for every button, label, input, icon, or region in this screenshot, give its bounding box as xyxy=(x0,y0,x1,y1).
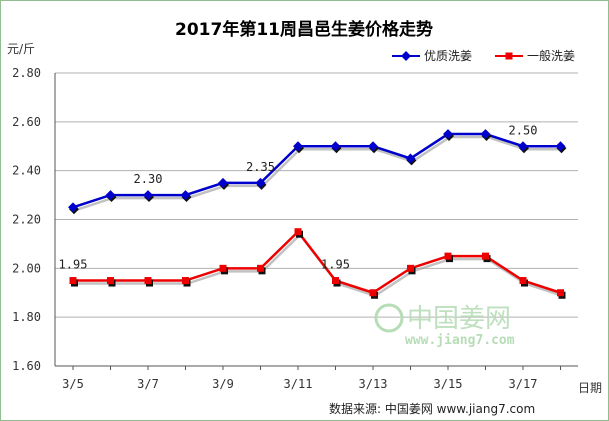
y-tick-label: 1.80 xyxy=(12,310,41,324)
legend-marker-premium xyxy=(401,51,411,61)
series-line-premium xyxy=(72,132,561,209)
series-shadow-line xyxy=(74,135,563,212)
x-tick-label: 3/17 xyxy=(509,377,538,391)
y-axis-unit-label: 元/斤 xyxy=(7,42,35,56)
data-point-regular xyxy=(482,252,489,260)
axes: 1.60 1.80 2.00 2.20 2.40 2.60 2.80 3/5 3/7 3/9 3/1… xyxy=(12,66,578,391)
data-source-note: 数据来源: 中国姜网 www.jiang7.com xyxy=(329,401,535,416)
data-point-premium xyxy=(255,177,266,188)
data-label: 2.35 xyxy=(246,160,275,174)
data-point-premium xyxy=(480,129,491,139)
data-label: 2.30 xyxy=(134,172,163,186)
x-tick-label: 3/13 xyxy=(359,377,388,391)
data-point-regular xyxy=(182,277,189,285)
watermark-url: www.jiang7.com xyxy=(405,333,515,348)
y-tick-label: 1.60 xyxy=(12,359,41,373)
data-point-regular xyxy=(332,277,339,285)
data-point-premium xyxy=(218,177,228,188)
annotations: 1.95 2.30 2.35 1.95 2.50 xyxy=(59,123,538,271)
data-point-premium xyxy=(143,190,153,201)
data-point-regular xyxy=(557,289,564,297)
watermark-leaf-icon xyxy=(374,303,404,333)
y-tick-label: 2.60 xyxy=(12,115,41,129)
y-tick-label: 2.20 xyxy=(12,213,41,227)
data-point-regular xyxy=(144,277,152,285)
data-point-premium xyxy=(180,190,191,201)
legend: 优质洗姜 一般洗姜 xyxy=(392,48,575,63)
y-tick-label: 2.40 xyxy=(12,164,41,178)
x-axis-label: 日期 xyxy=(578,381,602,395)
data-point-premium xyxy=(368,141,378,152)
data-point-regular xyxy=(69,277,77,285)
chart-title: 2017年第11周昌邑生姜价格走势 xyxy=(175,19,433,40)
data-point-premium xyxy=(405,153,416,164)
data-point-regular xyxy=(369,289,377,297)
grid-lines xyxy=(55,72,578,318)
watermark-text: 中国姜网 xyxy=(407,304,511,334)
x-tick-label: 3/11 xyxy=(284,377,313,391)
x-tick-label: 3/9 xyxy=(212,377,234,391)
data-label: 1.95 xyxy=(321,258,350,272)
data-point-premium xyxy=(293,141,303,152)
x-tick-label: 3/5 xyxy=(62,377,84,391)
data-point-premium xyxy=(555,141,566,152)
data-point-premium xyxy=(443,129,453,139)
data-point-regular xyxy=(294,228,302,236)
x-tick-label: 3/15 xyxy=(434,377,463,391)
series-lines xyxy=(68,129,567,299)
watermark-logo: 中国姜网 www.jiang7.com xyxy=(374,303,515,348)
data-point-regular xyxy=(219,264,227,272)
data-point-regular xyxy=(257,264,264,272)
data-point-premium xyxy=(518,141,528,152)
data-point-regular xyxy=(107,277,114,285)
data-point-premium xyxy=(330,141,341,152)
legend-label-premium: 优质洗姜 xyxy=(424,49,472,63)
legend-marker-regular xyxy=(505,52,513,60)
series-shadow-line xyxy=(75,232,563,298)
legend-label-regular: 一般洗姜 xyxy=(527,48,575,63)
x-tick-label: 3/7 xyxy=(137,377,159,391)
series-line-regular xyxy=(73,229,561,295)
y-tick-label: 2.00 xyxy=(12,261,41,275)
data-point-premium xyxy=(68,202,78,213)
y-tick-label: 2.80 xyxy=(12,66,41,80)
data-label: 2.50 xyxy=(509,123,538,137)
data-point-regular xyxy=(444,252,452,260)
data-label: 1.95 xyxy=(59,258,88,272)
data-point-regular xyxy=(519,277,527,285)
data-point-premium xyxy=(105,190,116,201)
data-point-regular xyxy=(407,264,414,272)
